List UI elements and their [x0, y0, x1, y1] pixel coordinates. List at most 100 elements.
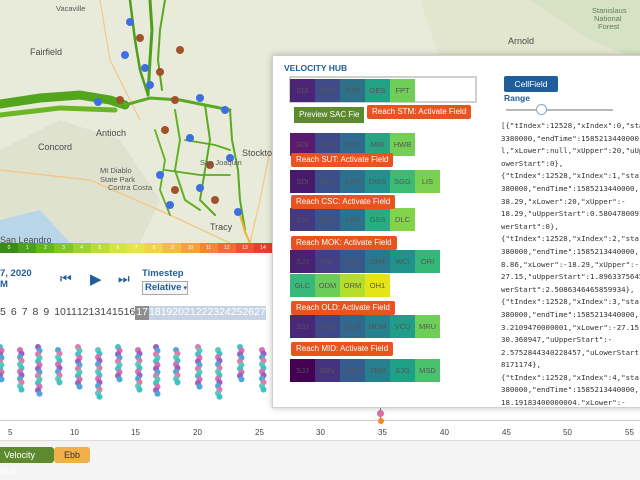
reach-cell[interactable]: SRV [315, 79, 340, 102]
velocity-dot [216, 393, 223, 400]
timestep-item[interactable]: 25 [230, 306, 243, 320]
range-slider-track[interactable] [506, 109, 613, 111]
reach-cell[interactable]: MRU [415, 315, 440, 338]
timestep-item[interactable]: 19 [160, 306, 173, 320]
reach-cell[interactable]: SDI [290, 133, 315, 156]
reach-cell[interactable]: SRV [315, 359, 340, 382]
reach-cell[interactable]: FPT [390, 79, 415, 102]
reach-cell[interactable]: OSJ [340, 359, 365, 382]
reach-cell[interactable]: TRN [365, 359, 390, 382]
reach-cell[interactable]: FAL [315, 250, 340, 273]
map-label: Antioch [96, 128, 127, 138]
reach-cell[interactable]: DWS [365, 170, 390, 193]
reach-row[interactable]: SJJ FAL HOL OH4 WCI ORI [290, 250, 440, 273]
reach-cell[interactable]: GES [365, 79, 390, 102]
velocity-dot [56, 379, 63, 386]
reach-cell[interactable]: WCI [390, 250, 415, 273]
timestep-item[interactable]: 10 [54, 306, 66, 318]
velocity-dot [0, 376, 5, 383]
timestep-item[interactable]: 22 [195, 306, 208, 320]
reach-cell[interactable]: ORI [415, 250, 440, 273]
preview-field-button[interactable]: Preview SAC Fie [294, 107, 365, 123]
timestep-item[interactable]: 16 [123, 306, 136, 318]
reach-cell[interactable]: SDI [290, 79, 315, 102]
cellfield-button[interactable]: CellField [504, 76, 558, 92]
colorbar-swatch: 11 [199, 243, 218, 253]
activate-field-button[interactable]: Reach MOK: Activate Field [291, 236, 397, 250]
velocity-dot [136, 386, 143, 393]
timestep-item[interactable]: 26 [242, 306, 255, 320]
reach-cell[interactable]: GLC [290, 274, 315, 297]
timestep-item[interactable]: 21 [184, 306, 196, 320]
activate-field-button[interactable]: Reach SUT: Activate Field [291, 153, 394, 167]
timestep-strip[interactable]: 5 6 7 8 9 10 11 12 13 14 15 16 17 18 19 20 21 22 23 24 25 26 2… [0, 306, 272, 320]
reach-cell[interactable]: OLD [340, 315, 365, 338]
reach-cell[interactable]: SJR [340, 79, 365, 102]
activate-field-button[interactable]: Reach STM: Activate Field [367, 105, 472, 119]
reach-cell[interactable]: SJJ [290, 359, 315, 382]
reach-cell[interactable]: ORQ [315, 315, 340, 338]
timestep-item[interactable]: 12 [76, 306, 89, 318]
reach-row[interactable]: SJJ SRV OSJ TRN SJG MSD [290, 359, 440, 382]
skip-back-icon[interactable]: ⏮ [60, 271, 72, 286]
reach-cell[interactable]: HOL [340, 250, 365, 273]
reach-cell[interactable]: SRV [315, 208, 340, 231]
reach-cell[interactable]: OH4 [365, 250, 390, 273]
reach-cell[interactable]: SJJ [290, 208, 315, 231]
activate-field-button[interactable]: Reach MID: Activate Field [291, 342, 394, 356]
timestep-item[interactable]: 15 [111, 306, 124, 318]
reach-cell[interactable]: SRV [315, 133, 340, 156]
timestep-item[interactable]: 14 [100, 306, 112, 318]
reach-cell[interactable]: GSS [365, 208, 390, 231]
timestep-item[interactable]: 7 [21, 306, 28, 318]
reach-cell[interactable]: SJG [390, 359, 415, 382]
reach-cell[interactable]: OH1 [365, 274, 390, 297]
activate-field-button[interactable]: Reach OLD: Activate Field [291, 301, 395, 315]
timestep-item[interactable]: 5 [0, 306, 6, 318]
map-label: National [594, 14, 622, 23]
reach-cell[interactable]: LPN [340, 208, 365, 231]
reach-row[interactable]: GLC ODM ORM OH1 [290, 274, 390, 297]
timestep-select[interactable]: Relative ▾ [142, 281, 188, 295]
reach-cell[interactable]: SRV [315, 170, 340, 193]
activate-field-button[interactable]: Reach CSC: Activate Field [291, 195, 396, 209]
timestep-item[interactable]: 13 [88, 306, 101, 318]
reach-row[interactable]: SDI SRV SJR GES FPT [290, 79, 415, 102]
reach-cell[interactable]: KRT [340, 133, 365, 156]
range-slider-thumb[interactable] [536, 104, 547, 115]
timestep-item[interactable]: 11 [65, 306, 77, 318]
reach-cell[interactable]: ORM [340, 274, 365, 297]
axis-tick: 20 [193, 428, 202, 437]
reach-cell[interactable]: MDM [365, 315, 390, 338]
reach-row[interactable]: SJJ SRV LPN GSS DLC [290, 208, 415, 231]
reach-cell[interactable]: DLC [390, 208, 415, 231]
ebb-button[interactable]: Ebb [54, 447, 90, 463]
reach-cell[interactable]: MIR [365, 133, 390, 156]
play-icon[interactable]: ▶ [90, 271, 102, 288]
skip-forward-icon[interactable]: ⏭ [118, 271, 130, 286]
velocity-hub-button[interactable]: Velocity Hub [0, 447, 54, 476]
timestep-item[interactable]: 24 [219, 306, 231, 320]
reach-cell[interactable]: HWB [390, 133, 415, 156]
reach-row[interactable]: SDI SRV KRT MIR HWB [290, 133, 415, 156]
timestep-item[interactable]: 17 [135, 306, 149, 320]
timestep-item[interactable]: 20 [172, 306, 184, 320]
time-cursor-marker[interactable] [377, 410, 384, 417]
timestep-item[interactable]: 23 [207, 306, 220, 320]
reach-cell[interactable]: SGG [390, 170, 415, 193]
timestep-item[interactable]: 8 [32, 306, 39, 318]
timestep-item[interactable]: 18 [148, 306, 161, 320]
reach-cell[interactable]: MSD [415, 359, 440, 382]
reach-cell[interactable]: SDI [290, 170, 315, 193]
timestep-item[interactable]: 9 [43, 306, 50, 318]
reach-cell[interactable]: SJJ [290, 250, 315, 273]
reach-cell[interactable]: VCU [390, 315, 415, 338]
reach-cell[interactable]: SJJ [290, 315, 315, 338]
reach-cell[interactable]: LIS [415, 170, 440, 193]
reach-cell[interactable]: ODM [315, 274, 340, 297]
reach-row[interactable]: SDI SRV KRT DWS SGG LIS [290, 170, 440, 193]
timestep-item[interactable]: 6 [10, 306, 17, 318]
reach-row[interactable]: SJJ ORQ OLD MDM VCU MRU [290, 315, 440, 338]
reach-cell[interactable]: KRT [340, 170, 365, 193]
timestep-item[interactable]: 27 [254, 306, 266, 320]
